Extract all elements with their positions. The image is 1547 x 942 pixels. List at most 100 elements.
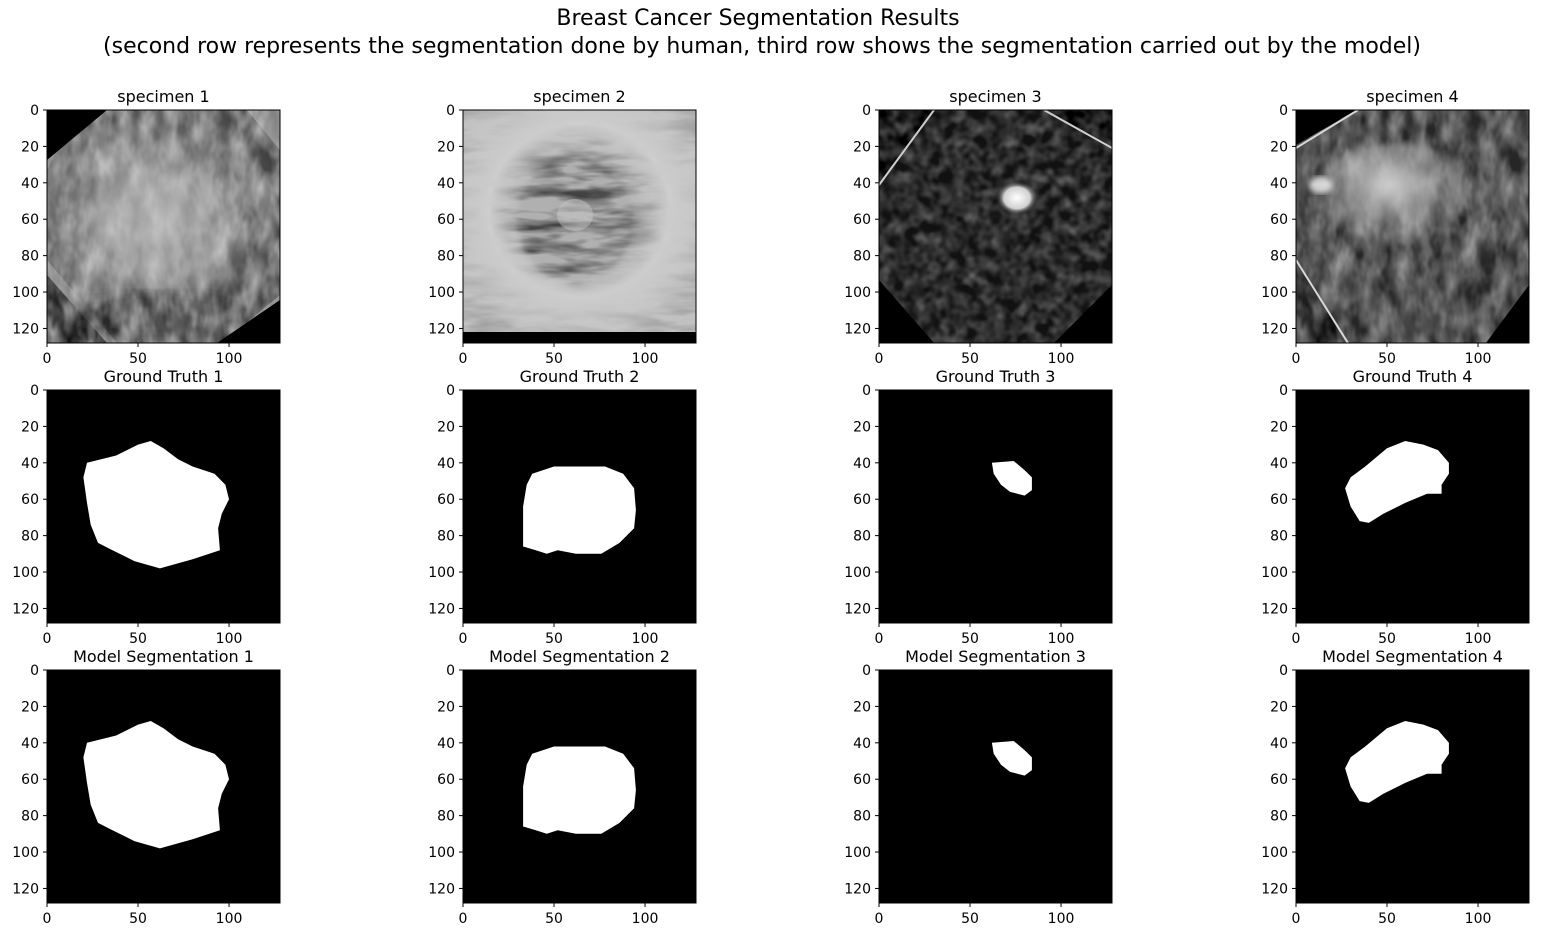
subplot-r3-c1: Model Segmentation 10 50 10002040608010012… [12, 647, 280, 927]
y-tick-label: 80 [437, 529, 455, 545]
y-tick-label: 100 [12, 285, 39, 301]
y-tick-label: 60 [21, 492, 39, 508]
y-tick-label: 20 [853, 139, 871, 155]
y-tick-label: 20 [853, 699, 871, 715]
subplot-title: Model Segmentation 1 [73, 647, 254, 666]
y-tick-label: 80 [1270, 809, 1288, 825]
y-tick-label: 100 [12, 845, 39, 861]
x-tick-label: 50 [1378, 631, 1396, 647]
y-tick-label: 100 [844, 565, 871, 581]
subplot-title: Ground Truth 4 [1353, 367, 1473, 386]
x-tick-label: 100 [1048, 351, 1075, 367]
y-tick-label: 0 [862, 383, 871, 399]
y-tick-label: 120 [1261, 321, 1288, 337]
specimen-image-4 [1296, 110, 1529, 343]
y-tick-label: 80 [1270, 529, 1288, 545]
subplot-title: Model Segmentation 2 [489, 647, 670, 666]
x-tick-label: 0 [1292, 911, 1301, 927]
y-tick-label: 40 [21, 176, 39, 192]
y-tick-label: 60 [21, 212, 39, 228]
y-tick-label: 0 [446, 103, 455, 119]
subplot-title: specimen 1 [117, 87, 209, 106]
subplot-title: specimen 2 [533, 87, 625, 106]
y-tick-label: 80 [437, 249, 455, 265]
subplot-title: specimen 3 [949, 87, 1041, 106]
y-tick-label: 120 [844, 881, 871, 897]
y-tick-label: 120 [1261, 881, 1288, 897]
x-tick-label: 50 [961, 351, 979, 367]
y-tick-label: 100 [1261, 845, 1288, 861]
mask-background [879, 670, 1112, 903]
subplot-title: Model Segmentation 4 [1322, 647, 1503, 666]
y-tick-label: 40 [437, 736, 455, 752]
y-tick-label: 20 [437, 139, 455, 155]
y-tick-label: 40 [21, 456, 39, 472]
x-tick-label: 0 [459, 911, 468, 927]
x-tick-label: 50 [1378, 351, 1396, 367]
y-tick-label: 0 [30, 663, 39, 679]
y-tick-label: 0 [446, 663, 455, 679]
y-tick-label: 60 [437, 492, 455, 508]
specimen-image-2 [463, 110, 696, 343]
x-tick-label: 50 [129, 351, 147, 367]
segmentation-mask [523, 747, 636, 834]
y-tick-label: 100 [12, 565, 39, 581]
subplot-r2-c1: Ground Truth 1 0 50 100 0 20 40 60 80 100 120 [12, 367, 280, 647]
y-tick-label: 120 [12, 601, 39, 617]
y-tick-label: 100 [844, 845, 871, 861]
segmentation-mask [523, 467, 636, 554]
y-tick-label: 60 [853, 492, 871, 508]
y-tick-label: 120 [844, 601, 871, 617]
y-tick-label: 0 [862, 663, 871, 679]
y-tick-label: 120 [428, 881, 455, 897]
x-tick-label: 50 [545, 351, 563, 367]
x-tick-label: 50 [1378, 911, 1396, 927]
x-tick-label: 100 [1465, 911, 1492, 927]
y-tick-label: 0 [30, 383, 39, 399]
y-tick-label: 120 [12, 321, 39, 337]
y-tick-label: 80 [437, 809, 455, 825]
subplot-r3-c2: Model Segmentation 20 50 10002040608010012… [428, 647, 696, 927]
subplot-grid: specimen 1 0 50 100 0 20 40 60 80 100 120 specimen … [12, 87, 1529, 927]
x-tick-label: 100 [1465, 351, 1492, 367]
y-tick-label: 120 [12, 881, 39, 897]
x-tick-label: 0 [875, 911, 884, 927]
x-tick-label: 0 [1292, 351, 1301, 367]
y-tick-label: 120 [1261, 601, 1288, 617]
y-tick-label: 80 [853, 809, 871, 825]
x-tick-label: 0 [459, 631, 468, 647]
y-tick-label: 20 [21, 699, 39, 715]
y-tick-label: 60 [437, 772, 455, 788]
y-tick-label: 20 [1270, 419, 1288, 435]
subplot-r3-c4: Model Segmentation 4 0 50 100 0 20 40 60 80 100 12… [1261, 647, 1529, 927]
x-tick-label: 0 [875, 351, 884, 367]
subplot-r2-c3: Ground Truth 3 0 50 100 0 20 40 60 80 100 120 [844, 367, 1112, 647]
x-tick-label: 100 [632, 631, 659, 647]
y-tick-label: 60 [437, 212, 455, 228]
y-tick-label: 100 [844, 285, 871, 301]
y-tick-label: 0 [30, 103, 39, 119]
x-tick-label: 100 [632, 351, 659, 367]
x-tick-label: 0 [43, 911, 52, 927]
mask-background [1296, 390, 1529, 623]
y-tick-label: 80 [1270, 249, 1288, 265]
y-tick-label: 60 [1270, 772, 1288, 788]
subplot-r2-c4: Ground Truth 40 50 100020406080100120 [1261, 367, 1529, 647]
y-tick-label: 0 [446, 383, 455, 399]
x-tick-label: 50 [961, 911, 979, 927]
y-tick-label: 40 [853, 736, 871, 752]
y-tick-label: 120 [428, 321, 455, 337]
subplot-r1-c2: specimen 2 0 50 100 0 20 40 60 80 100 120 [428, 87, 696, 367]
specimen-image-3 [879, 110, 1112, 343]
y-tick-label: 120 [428, 601, 455, 617]
figure-subtitle: (second row represents the segmentation … [103, 34, 1421, 59]
y-tick-label: 20 [1270, 139, 1288, 155]
y-tick-label: 80 [21, 249, 39, 265]
x-tick-label: 100 [216, 911, 243, 927]
y-tick-label: 80 [21, 529, 39, 545]
subplot-title: Ground Truth 3 [936, 367, 1056, 386]
x-tick-label: 50 [545, 911, 563, 927]
y-tick-label: 20 [1270, 699, 1288, 715]
subplot-r1-c3: specimen 3 0 50 100 0 20 40 60 80 100 120 [844, 87, 1112, 367]
x-tick-label: 100 [632, 911, 659, 927]
